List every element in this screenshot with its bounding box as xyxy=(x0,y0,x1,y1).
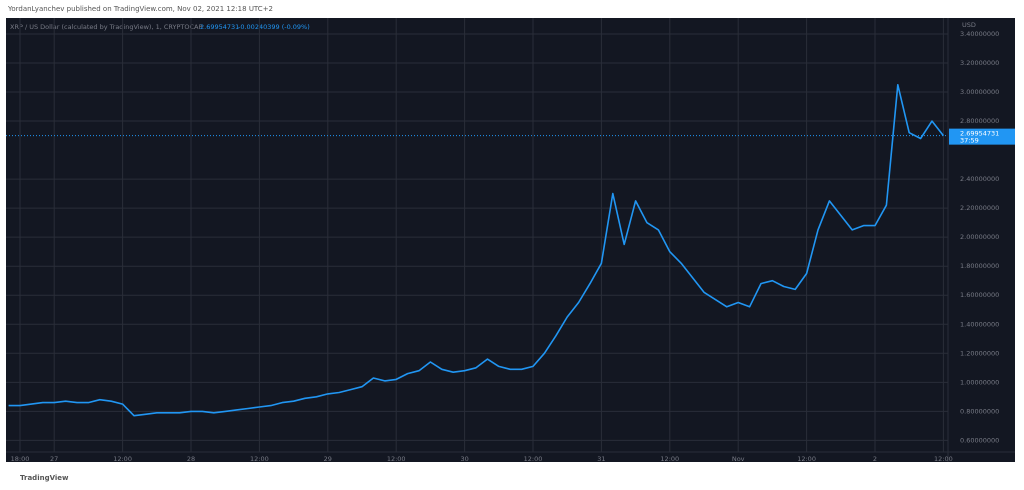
last-price-box xyxy=(949,128,1015,145)
last-price-label: 2.69954731 xyxy=(960,130,999,138)
y-tick-label: 0.80000000 xyxy=(960,407,999,415)
y-tick-label: 2.80000000 xyxy=(960,117,999,125)
y-tick-label: 1.40000000 xyxy=(960,320,999,328)
legend-symbol: XRP / US Dollar (calculated by TradingVi… xyxy=(10,23,202,31)
legend-last: 2.69954731 xyxy=(200,23,239,31)
y-tick-label: 2.00000000 xyxy=(960,233,999,241)
y-tick-label: 3.40000000 xyxy=(960,30,999,38)
x-tick-label: 30 xyxy=(460,455,468,463)
y-tick-label: 3.20000000 xyxy=(960,59,999,67)
y-tick-label: 1.20000000 xyxy=(960,349,999,357)
y-tick-label: 1.00000000 xyxy=(960,378,999,386)
y-tick-label: 1.60000000 xyxy=(960,291,999,299)
attribution: YordanLyanchev published on TradingView.… xyxy=(7,5,273,13)
countdown: 37:59 xyxy=(960,137,979,145)
x-tick-label: 29 xyxy=(324,455,332,463)
x-tick-label: 27 xyxy=(50,455,58,463)
footer-brand: TradingView xyxy=(20,474,69,482)
x-tick-label: 12:00 xyxy=(660,455,679,463)
x-tick-label: 12:00 xyxy=(250,455,269,463)
x-tick-label: 12:00 xyxy=(797,455,816,463)
x-tick-label: 12:00 xyxy=(113,455,132,463)
y-tick-label: 3.00000000 xyxy=(960,88,999,96)
chart-background xyxy=(6,18,1015,462)
y-axis-label: USD xyxy=(962,21,976,29)
y-tick-label: 1.80000000 xyxy=(960,262,999,270)
x-tick-label: Nov xyxy=(732,455,745,463)
x-tick-label: 31 xyxy=(597,455,605,463)
price-line xyxy=(8,84,945,417)
x-tick-label: 12:00 xyxy=(524,455,543,463)
y-tick-label: 2.40000000 xyxy=(960,175,999,183)
x-tick-label: 28 xyxy=(187,455,195,463)
legend-change: -0.00240399 (-0.09%) xyxy=(238,23,310,31)
x-tick-label: 12:00 xyxy=(934,455,953,463)
x-tick-label: 18:00 xyxy=(11,455,30,463)
y-tick-label: 2.20000000 xyxy=(960,204,999,212)
y-tick-label: 0.60000000 xyxy=(960,436,999,444)
x-tick-label: 2 xyxy=(873,455,877,463)
x-tick-label: 12:00 xyxy=(387,455,406,463)
